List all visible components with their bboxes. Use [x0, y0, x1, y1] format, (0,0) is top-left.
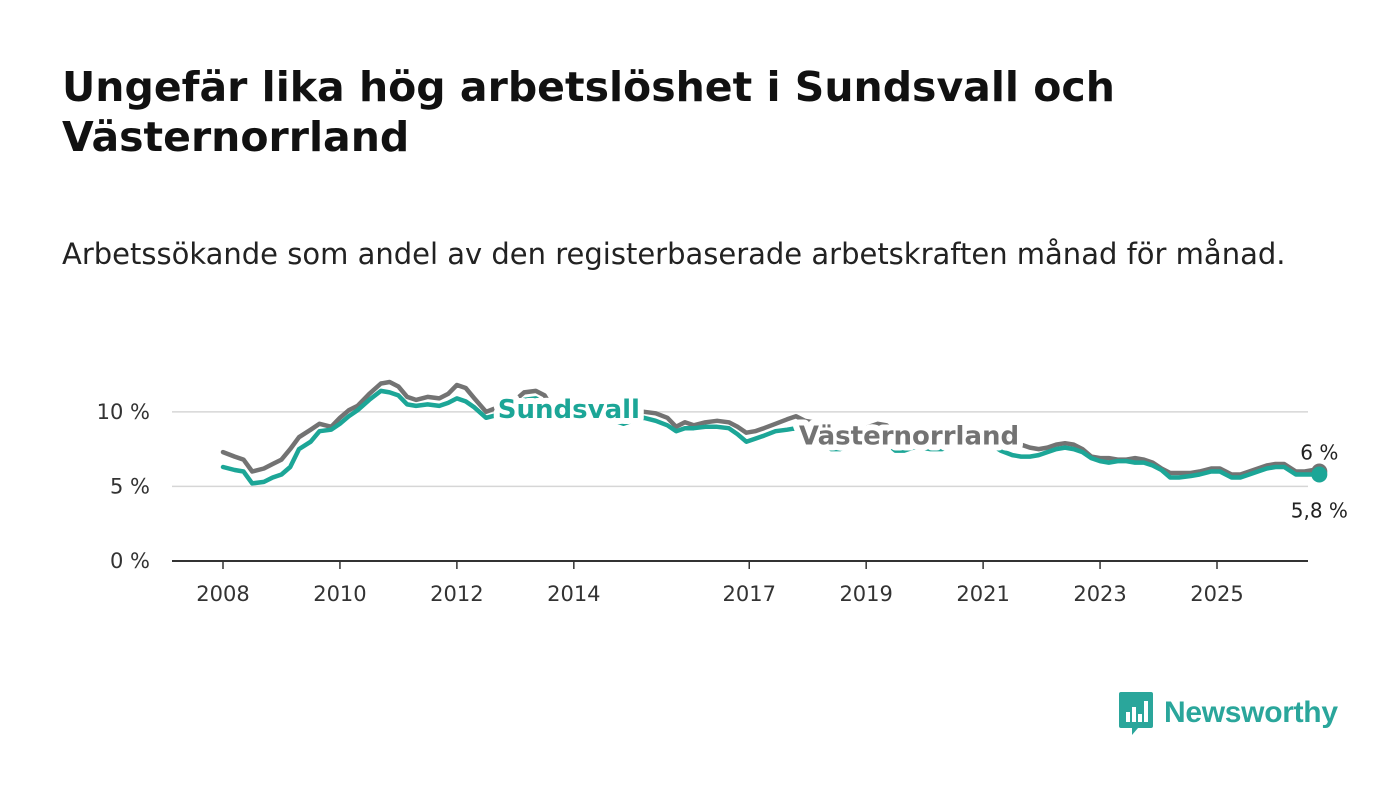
chart-title: Ungefär lika hög arbetslöshet i Sundsval…	[62, 63, 1115, 161]
x-tick-label: 2025	[1190, 582, 1243, 606]
series-label-halo: Västernorrland	[799, 422, 1019, 452]
x-tick-label: 2012	[430, 582, 483, 606]
x-tick-label: 2010	[313, 582, 366, 606]
x-tick-label: 2008	[196, 582, 249, 606]
end-value-label: 6 %	[1300, 441, 1338, 465]
series-line-sundsvall	[220, 388, 1322, 486]
y-tick-label: 5 %	[110, 474, 150, 498]
series-label-halo: Sundsvall	[498, 395, 640, 425]
gridlines	[172, 411, 1308, 488]
end-markers: 6 % 5,8 %	[1291, 441, 1348, 523]
y-tick-label: 0 %	[110, 549, 150, 573]
y-tick-label: 10 %	[97, 400, 150, 424]
x-tick-label: 2021	[956, 582, 1009, 606]
series-line-västernorrland	[220, 379, 1322, 477]
series-label-sundsvall: Sundsvall	[498, 395, 640, 425]
brand: Newsworthy	[1118, 690, 1338, 736]
series-label-västernorrland: Västernorrland	[799, 422, 1019, 452]
x-tick-label: 2019	[839, 582, 892, 606]
x-tick-label: 2014	[547, 582, 600, 606]
series-labels: VästernorrlandVästernorrlandSundsvallSun…	[492, 389, 1025, 458]
y-axis-labels: 0 % 5 % 10 %	[97, 400, 150, 573]
newsworthy-logo-icon	[1119, 692, 1153, 735]
chart-subtitle: Arbetssökande som andel av den registerb…	[62, 237, 1286, 271]
brand-name: Newsworthy	[1164, 696, 1338, 729]
end-value-label: 5,8 %	[1291, 498, 1348, 522]
series-lines	[220, 379, 1322, 486]
x-tick-label: 2023	[1073, 582, 1126, 606]
end-marker-sundsvall	[1311, 466, 1328, 483]
x-tick-label: 2017	[723, 582, 776, 606]
x-axis: 2008 2010 2012 2014 2017 2019 2021 2023 2025	[172, 560, 1308, 606]
